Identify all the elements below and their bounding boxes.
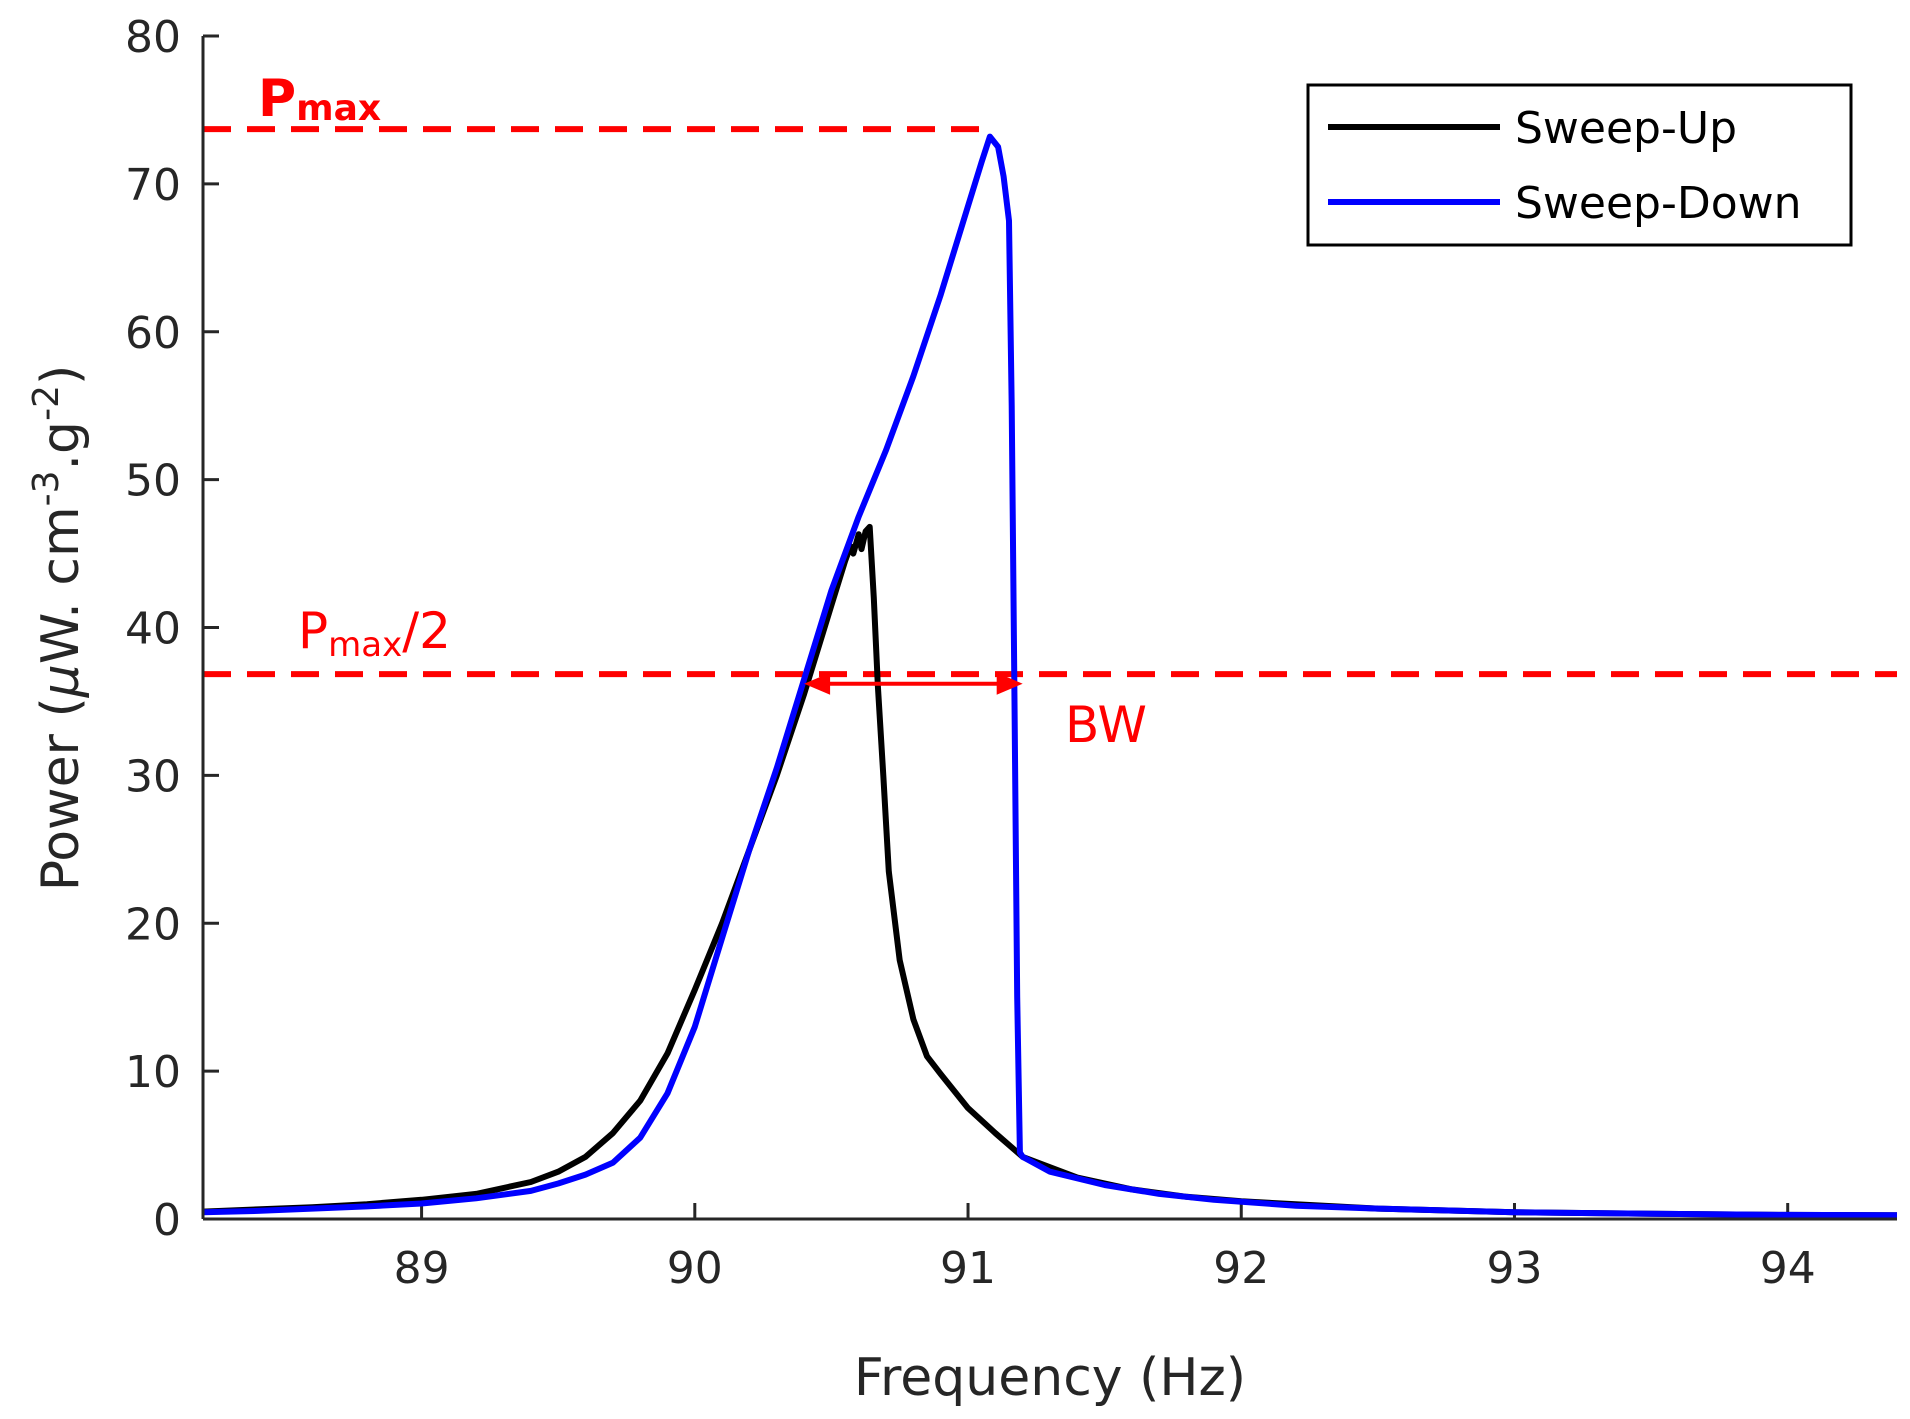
- pmax-label-sub: max: [296, 88, 381, 129]
- x-tick-label-89: 89: [394, 1243, 450, 1294]
- x-tick-label-91: 91: [940, 1243, 996, 1294]
- x-tick-label-93: 93: [1486, 1243, 1542, 1294]
- x-axis-title: Frequency (Hz): [854, 1348, 1246, 1408]
- bw-label: BW: [1065, 696, 1147, 754]
- pmax-half-label: Pmax/2: [298, 602, 451, 665]
- y-axis-title: Power (μW. cm-3.g-2): [26, 365, 91, 892]
- y-tick-label-50: 50: [125, 456, 181, 507]
- y-axis-title-unit2: .g: [31, 421, 91, 471]
- y-tick-label-40: 40: [125, 604, 181, 655]
- y-tick-label-60: 60: [125, 308, 181, 359]
- data-series: [202, 133, 1898, 1219]
- y-tick-label-0: 0: [153, 1195, 181, 1246]
- x-tick-label-94: 94: [1760, 1243, 1816, 1294]
- pmax-label: Pmax: [258, 69, 381, 129]
- y-tick-label-30: 30: [125, 751, 181, 802]
- y-axis-ticks: 0 10 20 30 40 50 60 70 80: [125, 12, 219, 1246]
- y-tick-label-80: 80: [125, 12, 181, 63]
- legend-label-sweep-down: Sweep-Down: [1515, 178, 1802, 229]
- pmax-label-main: P: [258, 69, 296, 129]
- legend-box: [1306, 83, 1853, 247]
- x-tick-label-92: 92: [1213, 1243, 1269, 1294]
- reference-lines: [203, 126, 1897, 678]
- y-axis-title-mu: μ: [31, 664, 91, 698]
- legend: Sweep-Up Sweep-Down: [1306, 83, 1853, 247]
- x-axis-ticks: 89 90 91 92 93 94: [394, 1203, 1816, 1294]
- y-axis-title-exp1: -3: [26, 470, 67, 506]
- y-axis-title-unit1: W. cm: [31, 506, 91, 664]
- bw-arrow-head-left: [804, 672, 831, 695]
- pmax-half-label-suffix: /2: [402, 602, 451, 660]
- y-tick-label-10: 10: [125, 1047, 181, 1098]
- y-tick-label-70: 70: [125, 160, 181, 211]
- legend-label-sweep-up: Sweep-Up: [1515, 103, 1737, 154]
- pmax-half-label-main: P: [298, 602, 328, 660]
- y-axis-title-exp2: -2: [26, 385, 67, 421]
- pmax-half-label-sub: max: [328, 625, 402, 665]
- series-line-sweep-down: [202, 133, 1898, 1219]
- y-axis-title-main: Power (: [31, 697, 91, 891]
- bw-arrow-head-right: [996, 672, 1023, 695]
- y-tick-label-20: 20: [125, 899, 181, 950]
- y-axis-title-close: ): [31, 365, 91, 385]
- x-tick-label-90: 90: [667, 1243, 723, 1294]
- bandwidth-arrow: [804, 672, 1023, 695]
